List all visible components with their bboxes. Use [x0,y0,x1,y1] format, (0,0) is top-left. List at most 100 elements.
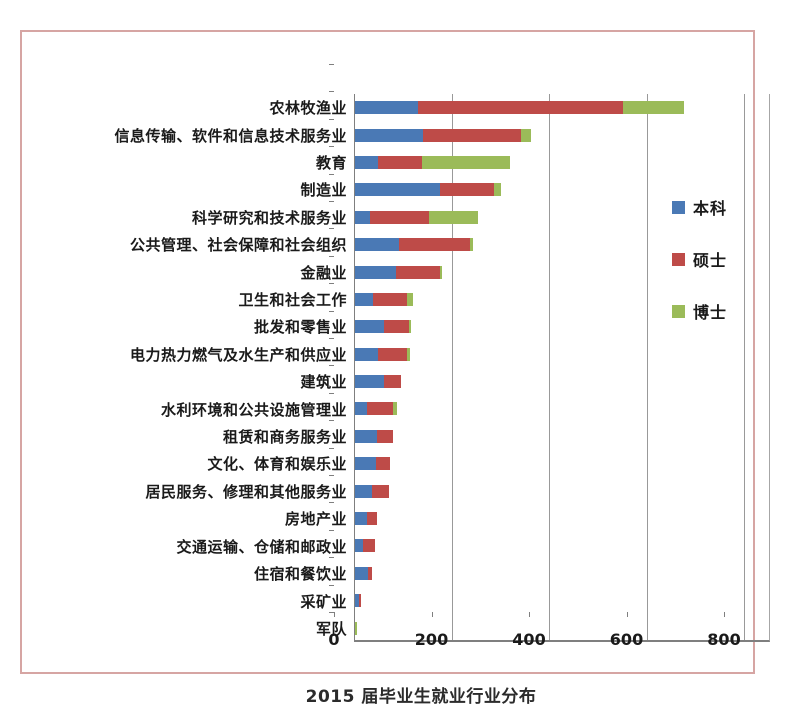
bar-segment-doctor [440,265,442,279]
bar-segment-doctor [520,128,531,142]
bar-segment-bachelor [355,292,373,306]
x-axis-tick [529,612,530,617]
bar-segment-bachelor [355,210,370,224]
y-axis-tick [329,475,334,476]
y-axis-tick [329,612,334,613]
stacked-bar [355,347,411,361]
gridline-200 [451,94,453,640]
y-axis-tick [329,420,334,422]
y-axis-tick [329,447,334,449]
y-axis-tick [329,255,334,257]
bar-row [355,204,769,231]
category-label: 水利环境和公共设施管理业 [160,400,347,419]
legend-item-doctor: 博士 [672,299,727,323]
y-axis-tick [329,365,334,367]
x-axis-tick [334,612,335,617]
bar-segment-bachelor [355,429,377,443]
bar-segment-bachelor [355,402,368,416]
bar-segment-doctor [429,210,478,224]
x-axis-tick [431,612,433,617]
bar-row [355,587,769,614]
stacked-bar [355,183,502,197]
bar-segment-bachelor [355,457,377,471]
legend-label: 本科 [693,199,728,218]
gridline-600 [646,94,648,640]
bar-segment-bachelor [355,347,379,361]
bar-row [355,121,769,148]
stacked-bar [355,238,474,252]
bar-row [355,176,769,203]
x-axis-label: 800 [707,630,741,649]
bar-segment-master [423,128,521,142]
bar-row [355,560,769,587]
bar-row [355,450,769,477]
category-label: 教育 [315,154,347,173]
legend-swatch-master-icon [672,252,685,266]
stacked-bar [355,402,398,416]
category-label: 制造业 [300,181,347,200]
stacked-bar [355,566,373,580]
stacked-bar [355,539,375,553]
y-axis-tick [329,502,334,504]
bar-segment-bachelor [355,320,385,334]
bar-segment-doctor [422,155,511,169]
bar-row [355,423,769,450]
bar-segment-master [384,375,401,389]
bar-segment-bachelor [355,594,359,608]
bar-segment-master [367,402,393,416]
bar-segment-bachelor [355,128,424,142]
stacked-bar [355,594,361,608]
bar-segment-master [384,320,409,334]
x-axis-label: 600 [609,630,644,649]
bar-segment-master [369,210,430,224]
category-label: 交通运输、仓储和邮政业 [176,537,347,556]
bar-segment-doctor [623,101,685,115]
stacked-bar [355,101,685,115]
bar-segment-master [378,155,423,169]
bar-row [355,505,769,532]
gridline-800 [744,94,745,640]
y-axis-tick [329,392,334,394]
y-axis-tick [329,118,334,120]
bar-row [355,532,769,559]
bar-segment-master [440,183,494,197]
category-label: 居民服务、修理和其他服务业 [145,482,347,501]
bar-segment-bachelor [355,484,373,498]
category-label: 金融业 [300,263,347,282]
stacked-bar [355,484,389,498]
bar-segment-bachelor [355,155,379,169]
x-axis-label: 400 [512,630,546,649]
chart-frame: 农林牧渔业 信息传输、软件和信息技术服务业 教育 制造业 科学研究和技术服务业 公共管理、… [20,30,770,674]
bar-row [355,395,769,422]
x-axis-label: 200 [414,630,449,649]
category-label: 房地产业 [284,510,347,529]
x-axis-label: 0 [328,630,340,649]
bar-segment-bachelor [355,375,385,389]
stacked-bar [355,320,411,334]
bar-segment-bachelor [355,183,441,197]
legend-item-master: 硕士 [672,247,727,271]
bar-segment-master [367,512,377,526]
bar-row [355,313,769,340]
bar-segment-master [372,484,389,498]
y-axis-tick [329,146,334,148]
bar-row [355,341,769,368]
bar-segment-bachelor [355,101,419,115]
y-axis-tick [329,228,334,230]
category-label: 租赁和商务服务业 [222,428,347,447]
category-label: 采矿业 [300,592,347,611]
plot-area [354,94,770,642]
bar-segment-master [368,566,373,580]
category-label: 住宿和餐饮业 [253,565,347,584]
y-axis-tick [329,173,334,175]
bar-segment-master [376,429,393,443]
category-label: 卫生和社会工作 [238,291,347,310]
bar-segment-master [358,594,361,608]
y-axis-tick [329,64,334,65]
bar-segment-master [372,292,407,306]
bar-segment-master [418,101,624,115]
bar-segment-doctor [469,238,474,252]
category-label: 批发和零售业 [253,318,347,337]
y-axis-tick [329,201,334,202]
category-label: 文化、体育和娱乐业 [207,455,347,474]
